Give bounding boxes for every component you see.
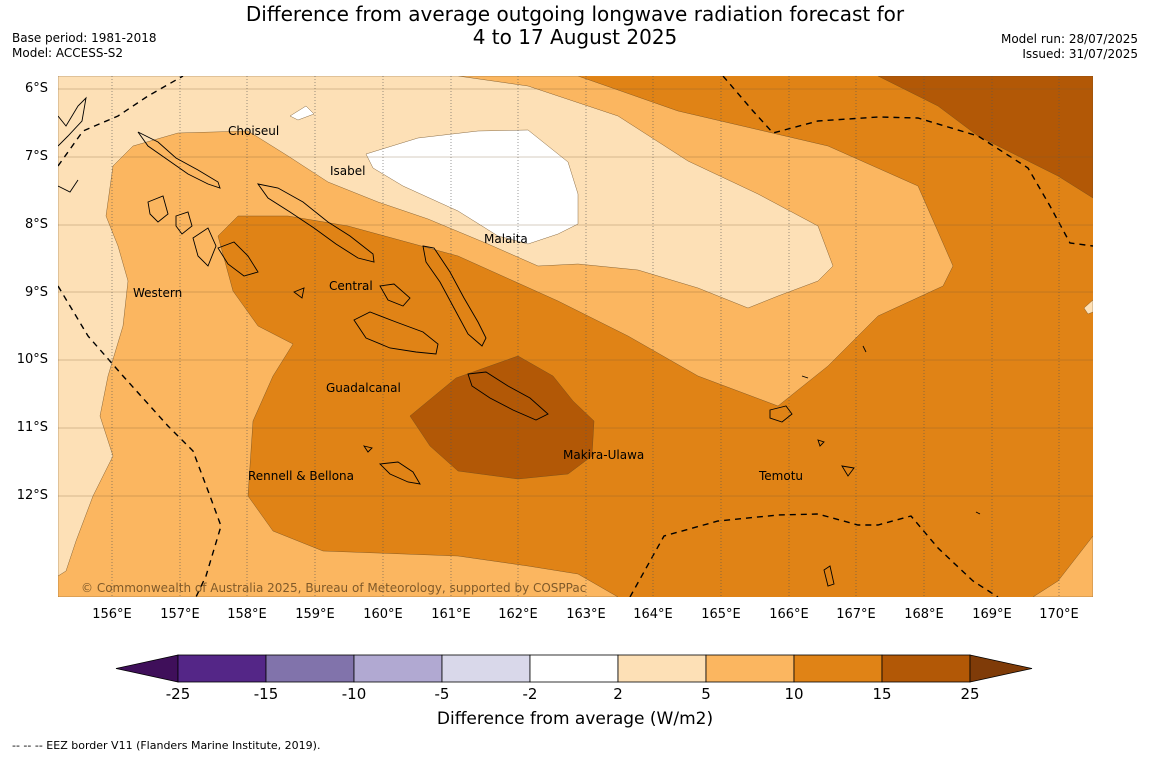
lat-label-6s: 6°S	[24, 81, 48, 96]
label-choiseul: Choiseul	[228, 124, 279, 138]
band-15-25-northeast	[877, 76, 1093, 199]
band-15-25-central	[409, 355, 595, 480]
graticule-latitude	[58, 88, 1093, 497]
title-line-2: 4 to 17 August 2025	[472, 25, 678, 49]
colorbar-tick-label: 2	[613, 685, 623, 703]
lon-label-162e: 162°E	[498, 607, 538, 622]
lon-label-161e: 161°E	[431, 607, 471, 622]
lon-label-170e: 170°E	[1039, 607, 1079, 622]
band-2-5	[58, 76, 834, 577]
colorbar-tick-label: 15	[872, 685, 891, 703]
lon-label-158e: 158°E	[227, 607, 267, 622]
coast-isabel	[256, 183, 375, 263]
colorbar-segment	[793, 654, 883, 683]
model-name: Model: ACCESS-S2	[12, 46, 124, 60]
lon-label-163e: 163°E	[566, 607, 606, 622]
model-run: Model run: 28/07/2025	[1000, 32, 1138, 46]
lat-label-11s: 11°S	[16, 420, 48, 435]
colorbar-tick-label: -10	[342, 685, 367, 703]
coast-guadalcanal	[353, 311, 439, 355]
label-western: Western	[133, 286, 182, 300]
label-makira-ulawa: Makira-Ulawa	[563, 448, 644, 462]
colorbar-tick-label: 5	[701, 685, 711, 703]
colorbar-segment	[265, 654, 355, 683]
coast-rennell	[362, 445, 421, 485]
base-period: Base period: 1981-2018	[12, 31, 157, 45]
colorbar-arrow-low	[115, 654, 179, 683]
lon-label-164e: 164°E	[633, 607, 673, 622]
band-2-5-east-patch	[1083, 299, 1093, 315]
band-5-10-southeast	[1032, 535, 1093, 597]
colorbar-ticks: -25 -15 -10 -5 -2 2 5 10 15 25	[166, 685, 980, 703]
label-rennell-bellona: Rennell & Bellona	[248, 469, 354, 483]
map-title: Difference from average outgoing longwav…	[0, 3, 1150, 49]
colorbar-tick-label: -15	[254, 685, 279, 703]
colorbar-segments	[115, 654, 1033, 683]
lon-label-169e: 169°E	[972, 607, 1012, 622]
lon-label-166e: 166°E	[769, 607, 809, 622]
issued-date: Issued: 31/07/2025	[1022, 47, 1138, 61]
colorbar-segment	[529, 654, 619, 683]
lon-label-157e: 157°E	[160, 607, 200, 622]
lon-label-156e: 156°E	[92, 607, 132, 622]
lon-label-160e: 160°E	[363, 607, 403, 622]
coast-russell-florida	[293, 283, 411, 307]
band-neutral	[365, 129, 579, 245]
coast-malaita	[422, 245, 487, 347]
colorbar-tick-label: -5	[435, 685, 450, 703]
coast-santa-cruz	[769, 345, 867, 477]
colorbar-arrow-high	[969, 654, 1033, 683]
lat-label-8s: 8°S	[24, 217, 48, 232]
colorbar-tick-label: -25	[166, 685, 191, 703]
colorbar-tick-label: -2	[523, 685, 538, 703]
lat-label-7s: 7°S	[24, 149, 48, 164]
colorbar-segment	[441, 654, 531, 683]
title-line-1: Difference from average outgoing longwav…	[245, 2, 905, 26]
lat-label-9s: 9°S	[24, 285, 48, 300]
lat-label-10s: 10°S	[16, 352, 48, 367]
label-malaita: Malaita	[484, 232, 528, 246]
coast-choiseul	[137, 131, 221, 189]
colorbar: -25 -15 -10 -5 -2 2 5 10 15 25	[115, 654, 1033, 703]
eez-footnote: -- -- -- EEZ border V11 (Flanders Marine…	[12, 739, 321, 752]
band-neutral-small	[289, 105, 315, 121]
coast-vanuatu-north	[823, 511, 981, 587]
colorbar-segment	[177, 654, 267, 683]
lon-label-159e: 159°E	[295, 607, 335, 622]
label-isabel: Isabel	[330, 164, 365, 178]
olr-anomaly-map: Choiseul Isabel Malaita Central Western …	[58, 76, 1093, 597]
colorbar-segment	[881, 654, 971, 683]
colorbar-segment	[617, 654, 707, 683]
coast-bougainville	[58, 96, 87, 193]
label-temotu: Temotu	[758, 469, 803, 483]
eez-borders	[58, 76, 1093, 597]
province-labels: Choiseul Isabel Malaita Central Western …	[133, 124, 803, 483]
lon-label-165e: 165°E	[701, 607, 741, 622]
colorbar-tick-label: 25	[960, 685, 979, 703]
label-central: Central	[329, 279, 373, 293]
coast-new-georgia	[147, 195, 259, 277]
lat-label-12s: 12°S	[16, 488, 48, 503]
colorbar-segment	[705, 654, 795, 683]
label-guadalcanal: Guadalcanal	[326, 381, 401, 395]
meta-left: Base period: 1981-2018 Model: ACCESS-S2	[12, 31, 157, 61]
colorbar-tick-label: 10	[784, 685, 803, 703]
copyright-notice: © Commonwealth of Australia 2025, Bureau…	[81, 581, 586, 595]
colorbar-label: Difference from average (W/m2)	[436, 709, 714, 729]
colorbar-segment	[353, 654, 443, 683]
lon-label-167e: 167°E	[836, 607, 876, 622]
coast-makira	[467, 371, 549, 421]
coastlines	[58, 96, 981, 587]
lon-label-168e: 168°E	[904, 607, 944, 622]
meta-right: Model run: 28/07/2025 Issued: 31/07/2025	[1001, 32, 1138, 62]
